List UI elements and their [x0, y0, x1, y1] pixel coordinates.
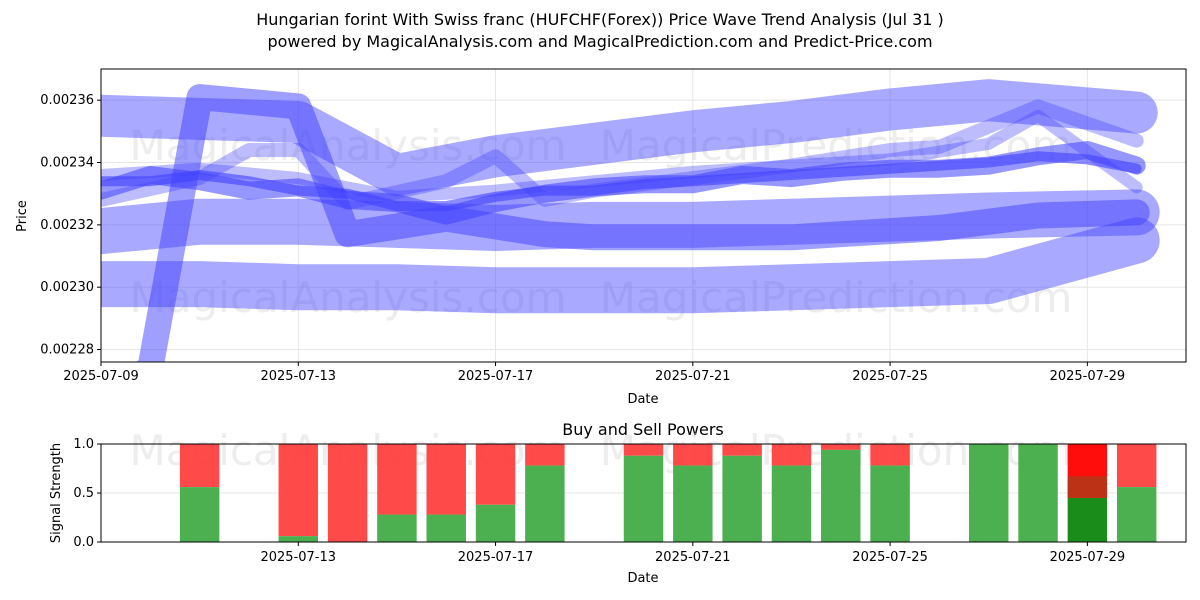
buy-power-bar [722, 455, 762, 542]
power-y-tick-label: 1.0 [73, 437, 94, 452]
wave-series-3 [101, 217, 1160, 314]
price-x-tick-label: 2025-07-13 [260, 369, 336, 384]
power-x-tick-label: 2025-07-17 [458, 550, 534, 565]
power-bars [179, 444, 1157, 542]
buy-power-bar [771, 465, 812, 542]
power-y-axis-label: Signal Strength [49, 443, 64, 543]
sell-power-bar [771, 444, 812, 466]
watermark-analysis-mid: MagicalAnalysis.com [130, 273, 567, 322]
power-y-ticks: 0.0 0.5 1.0 [73, 437, 101, 550]
chart-subtitle: powered by MagicalAnalysis.com and Magic… [267, 32, 933, 51]
wave-series-1 [101, 79, 1158, 196]
buy-power-bar [1018, 444, 1058, 542]
price-y-tick-label: 0.00232 [40, 218, 94, 233]
buy-power-bar [870, 465, 910, 542]
buy-power-bar [278, 536, 318, 542]
buy-power-bar [377, 514, 417, 542]
price-x-tick-label: 2025-07-29 [1050, 369, 1126, 384]
chart-title: Hungarian forint With Swiss franc (HUFCH… [256, 10, 944, 29]
price-x-tick-label: 2025-07-09 [63, 369, 139, 384]
sell-power-bar [278, 444, 318, 537]
price-x-tick-label: 2025-07-25 [852, 369, 928, 384]
wave-series-8 [101, 109, 1143, 203]
power-x-tick-label: 2025-07-13 [260, 550, 336, 565]
buy-power-bar [525, 465, 565, 542]
buy-power-bar [673, 465, 713, 542]
price-y-ticks: 0.00228 0.00230 0.00232 0.00234 0.00236 [40, 93, 101, 358]
wave-series-4 [135, 84, 1150, 362]
sell-power-bar [1116, 444, 1157, 488]
sell-power-bar [179, 444, 220, 488]
sell-power-bar [870, 444, 910, 466]
price-x-tick-label: 2025-07-21 [655, 369, 731, 384]
price-x-axis-label: Date [627, 392, 658, 407]
sell-power-bar [673, 444, 713, 466]
power-x-tick-label: 2025-07-29 [1050, 550, 1126, 565]
buy-power-bar [821, 449, 861, 542]
price-wave-series [101, 79, 1160, 362]
price-y-axis-label: Price [15, 200, 30, 232]
price-x-tick-label: 2025-07-17 [458, 369, 534, 384]
mixed-power-bar [1067, 476, 1108, 498]
wave-series-7 [101, 151, 1142, 212]
sell-power-bar [377, 444, 417, 515]
price-plot-frame [100, 68, 1187, 363]
buy-power-bar [623, 455, 664, 542]
power-x-tick-label: 2025-07-25 [852, 550, 928, 565]
sell-power-bar [623, 444, 664, 456]
power-x-tick-label: 2025-07-21 [655, 550, 731, 565]
buy-power-bar [426, 514, 466, 542]
buy-power-bar [475, 504, 516, 542]
buy-power-bar [1067, 497, 1108, 542]
sell-power-bar [821, 444, 861, 450]
buy-power-bar [1116, 487, 1157, 542]
sell-power-bar [327, 444, 368, 542]
power-chart-title: Buy and Sell Powers [562, 420, 724, 439]
power-watermarks: MagicalAnalysis.com MagicalPrediction.co… [130, 426, 1073, 475]
power-y-tick-label: 0.5 [73, 486, 94, 501]
power-x-ticks: 2025-07-13 2025-07-17 2025-07-21 2025-07-25… [260, 542, 1125, 565]
price-y-tick-label: 0.00234 [40, 156, 94, 171]
sell-power-bar [475, 444, 516, 505]
price-x-ticks: 2025-07-09 2025-07-13 2025-07-17 2025-07-21… [63, 362, 1125, 384]
power-x-axis-label: Date [627, 571, 658, 586]
power-y-tick-label: 0.0 [73, 535, 94, 550]
price-y-tick-label: 0.00228 [40, 343, 94, 358]
watermark-prediction-mid: MagicalPrediction.com [600, 273, 1073, 322]
buy-power-bar [179, 487, 220, 542]
price-y-tick-label: 0.00236 [40, 93, 94, 108]
sell-power-bar [722, 444, 762, 456]
sell-power-bar [426, 444, 466, 515]
buy-power-bar [969, 444, 1009, 542]
price-y-tick-label: 0.00230 [40, 280, 94, 295]
sell-power-bar [525, 444, 565, 466]
